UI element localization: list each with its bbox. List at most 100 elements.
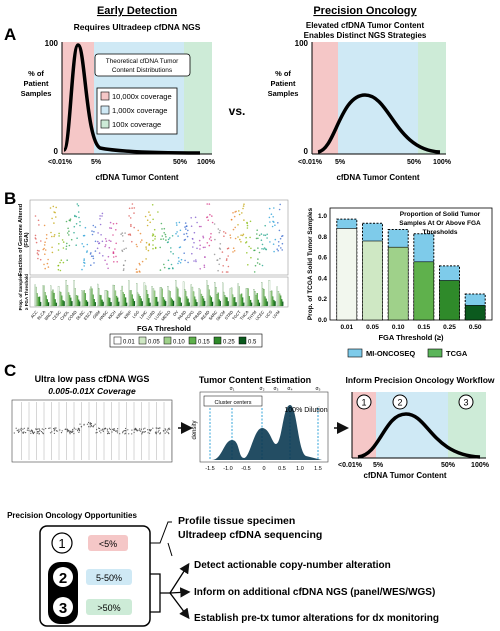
fga-dot [37,257,39,260]
fga-dot [164,233,167,236]
fga-dot [278,208,281,211]
fga-dot [206,216,209,218]
fga-dot [76,237,78,239]
wgs-bin-dot [55,430,58,432]
mini-threshold-bar [265,298,267,307]
fga-dot [44,241,46,243]
mini-threshold-bar [144,285,147,307]
fga-dot [60,259,63,262]
right-ytick-100: 100 [295,39,309,48]
mini-threshold-bar [86,301,89,307]
mini-threshold-bar [246,288,248,307]
tier-23-bracket [150,573,170,613]
fga-dot [216,259,219,261]
mini-threshold-bar [47,302,50,307]
mini-threshold-bar [102,301,104,307]
fga-dot [47,258,49,261]
mini-threshold-bar [140,298,142,307]
wgs-bin-dot [20,430,22,432]
fga-dot [232,251,234,253]
fga-dot [69,219,71,222]
fga-dot [122,264,125,267]
wgs-bin-dot [157,431,159,433]
mini-threshold-bar [70,297,72,307]
legend-swatch-tcga [427,348,443,358]
wgs-bin-dot [28,429,30,431]
wgs-bin-dot [45,427,47,430]
mini-threshold-bar [234,297,236,307]
wgs-bin-dot [159,433,161,435]
fga-dot [269,221,271,223]
wgs-bin-dot [98,427,100,429]
wgs-bin-dot [116,430,119,432]
wgs-bin-dot [75,428,77,430]
mini-threshold-bar [60,291,62,307]
fga-dot [269,241,271,243]
mini-threshold-bar [121,285,123,307]
fga-dot [268,216,271,219]
cancer-type-label: PCPG [184,309,195,321]
fga-dot [230,219,233,221]
fga-dot [175,222,178,224]
mini-threshold-bar [214,282,216,307]
mini-threshold-bar [42,285,44,307]
mini-threshold-bar [112,284,114,307]
fga-dot [83,262,86,264]
fga-dot [43,244,46,246]
fga-dot [206,203,208,205]
wgs-bin-dot [100,429,102,431]
cancer-type-label: MESO [160,309,171,321]
fga-dot [224,232,227,234]
fga-dot [81,268,83,271]
wgs-plot [11,399,173,463]
fga-dot [139,232,142,235]
fga-ylabel-line2: (FGA) [24,232,30,247]
mini-threshold-bar [222,282,224,307]
fga-dot [128,207,131,210]
fga-dot [145,246,147,248]
fga-dot [265,248,267,250]
fga-dot [68,234,70,236]
mini-threshold-bar [160,287,162,307]
fga-dot [37,219,40,222]
fga-dot [184,226,186,228]
fga-dot [44,267,46,270]
fga-dot [241,212,243,214]
fga-dot [249,236,251,239]
wgs-bin-dot [155,433,157,435]
fga-dot [248,245,250,248]
mini-threshold-bar [227,301,229,307]
mini-threshold-bar [123,294,126,307]
wgs-bin-dot [100,432,102,434]
wgs-bin-dot [16,429,18,431]
fga-dot [86,243,89,246]
fga-dot [115,242,117,245]
mini-threshold-bar [75,295,78,307]
fga-dot [214,238,216,241]
fga-dot [128,215,130,217]
wgs-bin-dot [147,432,149,434]
fga-dot [116,261,118,263]
mini-threshold-bar [248,296,251,307]
wgs-bin-dot [13,432,15,434]
wgs-bin-dot [39,430,41,432]
tce-plot [199,391,329,463]
fga-dot [280,247,282,249]
tier-2-number: 2 [59,570,67,587]
wgs-bin-dot [59,429,61,431]
fga-dot [148,244,150,246]
mini-threshold-bar [256,293,258,307]
fga-dot [272,216,275,218]
fga-dot [249,220,252,223]
inform-xtick-2: 5% [373,462,384,469]
fga-dot [51,246,53,249]
bar-ytick: 0.8 [318,234,327,241]
wgs-bin-dot [88,421,90,424]
wgs-bin-dot [168,433,170,435]
fga-dot [272,220,274,223]
mini-threshold-bar [186,296,188,307]
fga-dot [195,259,197,261]
mini-threshold-bar [146,290,148,307]
wgs-bin-dot [54,429,56,431]
fga-dot [281,242,284,245]
